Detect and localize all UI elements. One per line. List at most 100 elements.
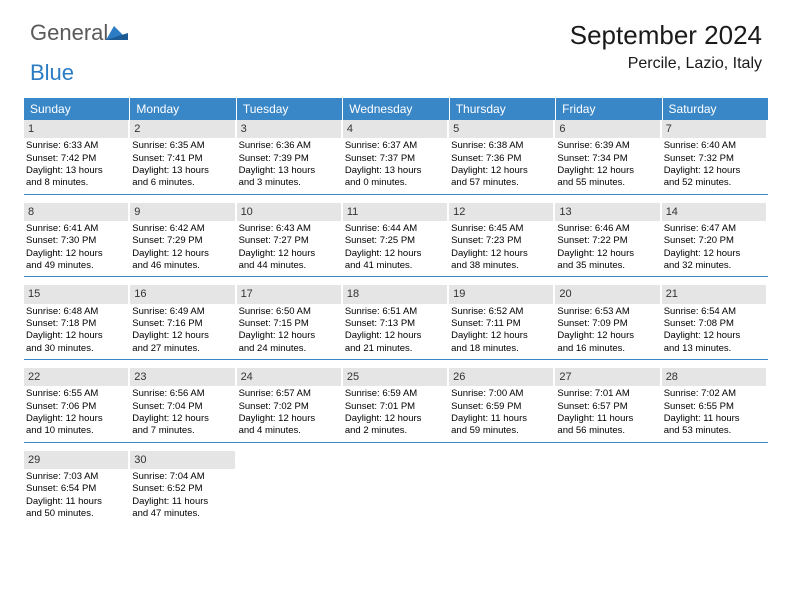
cell-line: Sunset: 7:09 PM [557,318,657,330]
calendar-cell: 22Sunrise: 6:55 AMSunset: 7:06 PMDayligh… [24,368,130,442]
cell-line: Daylight: 12 hours [451,165,551,177]
day-number: 24 [237,368,341,386]
cell-line: and 21 minutes. [345,343,445,355]
cell-line: Sunrise: 7:04 AM [132,471,232,483]
day-number: 12 [449,203,553,221]
day-number: 14 [662,203,766,221]
cell-line: Sunset: 7:08 PM [664,318,764,330]
cell-line: Sunset: 7:39 PM [239,153,339,165]
cell-line: and 3 minutes. [239,177,339,189]
cell-line: Sunrise: 6:33 AM [26,140,126,152]
calendar-cell: 16Sunrise: 6:49 AMSunset: 7:16 PMDayligh… [130,285,236,359]
cell-content: Sunrise: 6:47 AMSunset: 7:20 PMDaylight:… [662,223,766,276]
cell-line: Daylight: 12 hours [557,165,657,177]
calendar-cell [343,451,449,525]
calendar-cell: 23Sunrise: 6:56 AMSunset: 7:04 PMDayligh… [130,368,236,442]
cell-content: Sunrise: 6:38 AMSunset: 7:36 PMDaylight:… [449,140,553,193]
cell-line: Sunset: 7:23 PM [451,235,551,247]
cell-content: Sunrise: 7:02 AMSunset: 6:55 PMDaylight:… [662,388,766,441]
day-number: 2 [130,120,234,138]
cell-line: and 18 minutes. [451,343,551,355]
cell-line: Daylight: 12 hours [26,330,126,342]
cell-content: Sunrise: 6:46 AMSunset: 7:22 PMDaylight:… [555,223,659,276]
day-header-sunday: Sunday [24,98,130,120]
cell-line: Daylight: 12 hours [557,330,657,342]
day-number: 22 [24,368,128,386]
day-number: 13 [555,203,659,221]
cell-line: Daylight: 11 hours [132,496,232,508]
calendar-cell [237,451,343,525]
day-number: 18 [343,285,447,303]
cell-line: and 27 minutes. [132,343,232,355]
logo-triangle-icon [106,20,128,46]
location-text: Percile, Lazio, Italy [570,55,762,73]
cell-line: and 10 minutes. [26,425,126,437]
calendar-cell: 28Sunrise: 7:02 AMSunset: 6:55 PMDayligh… [662,368,768,442]
cell-line: and 7 minutes. [132,425,232,437]
cell-line: Daylight: 12 hours [664,165,764,177]
calendar-cell: 13 Sunrise: 6:46 AMSunset: 7:22 PMDayligh… [555,203,661,277]
cell-line: and 30 minutes. [26,343,126,355]
cell-line: and 24 minutes. [239,343,339,355]
cell-line: Sunrise: 6:43 AM [239,223,339,235]
cell-line: Sunset: 6:52 PM [132,483,232,495]
cell-line: and 6 minutes. [132,177,232,189]
header-right: September 2024 Percile, Lazio, Italy [570,20,762,73]
day-header-monday: Monday [130,98,236,120]
cell-line: Sunset: 7:13 PM [345,318,445,330]
cell-content: Sunrise: 6:39 AMSunset: 7:34 PMDaylight:… [555,140,659,193]
cell-line: and 4 minutes. [239,425,339,437]
cell-line: Sunset: 7:30 PM [26,235,126,247]
cell-content: Sunrise: 6:45 AMSunset: 7:23 PMDaylight:… [449,223,553,276]
cell-line: Sunset: 7:15 PM [239,318,339,330]
cell-line: and 55 minutes. [557,177,657,189]
day-number: 26 [449,368,553,386]
calendar-cell: 4Sunrise: 6:37 AMSunset: 7:37 PMDaylight… [343,120,449,194]
cell-line: Sunrise: 6:40 AM [664,140,764,152]
cell-content: Sunrise: 6:56 AMSunset: 7:04 PMDaylight:… [130,388,234,441]
calendar-cell: 8Sunrise: 6:41 AMSunset: 7:30 PMDaylight… [24,203,130,277]
cell-line: and 53 minutes. [664,425,764,437]
cell-line: Sunrise: 6:39 AM [557,140,657,152]
week-row: 15Sunrise: 6:48 AMSunset: 7:18 PMDayligh… [24,285,768,360]
week-row: 22Sunrise: 6:55 AMSunset: 7:06 PMDayligh… [24,368,768,443]
cell-line: and 35 minutes. [557,260,657,272]
day-number: 6 [555,120,659,138]
cell-content: Sunrise: 6:51 AMSunset: 7:13 PMDaylight:… [343,306,447,359]
cell-line: Sunset: 7:29 PM [132,235,232,247]
calendar-cell: 6 Sunrise: 6:39 AMSunset: 7:34 PMDaylight… [555,120,661,194]
calendar-cell: 7Sunrise: 6:40 AMSunset: 7:32 PMDaylight… [662,120,768,194]
cell-line: Daylight: 12 hours [557,248,657,260]
calendar-cell: 15Sunrise: 6:48 AMSunset: 7:18 PMDayligh… [24,285,130,359]
cell-line: Sunrise: 6:55 AM [26,388,126,400]
cell-content: Sunrise: 6:35 AMSunset: 7:41 PMDaylight:… [130,140,234,193]
cell-line: Daylight: 12 hours [239,248,339,260]
cell-line: Sunset: 7:06 PM [26,401,126,413]
day-number: 15 [24,285,128,303]
day-number: 16 [130,285,234,303]
calendar-cell: 2 Sunrise: 6:35 AMSunset: 7:41 PMDaylight… [130,120,236,194]
cell-line: Daylight: 12 hours [664,248,764,260]
cell-line: Sunset: 6:59 PM [451,401,551,413]
day-number: 27 [555,368,659,386]
cell-line: and 2 minutes. [345,425,445,437]
cell-line: Daylight: 12 hours [451,330,551,342]
day-number: 10 [237,203,341,221]
calendar-cell [662,451,768,525]
calendar-cell: 29Sunrise: 7:03 AMSunset: 6:54 PMDayligh… [24,451,130,525]
cell-line: Sunrise: 6:41 AM [26,223,126,235]
cell-content: Sunrise: 7:01 AMSunset: 6:57 PMDaylight:… [555,388,659,441]
cell-line: and 59 minutes. [451,425,551,437]
calendar-cell: 27 Sunrise: 7:01 AMSunset: 6:57 PMDayligh… [555,368,661,442]
cell-line: Sunset: 7:36 PM [451,153,551,165]
cell-line: and 46 minutes. [132,260,232,272]
cell-line: Sunrise: 6:42 AM [132,223,232,235]
day-number: 4 [343,120,447,138]
calendar-cell [449,451,555,525]
cell-content: Sunrise: 6:50 AMSunset: 7:15 PMDaylight:… [237,306,341,359]
day-number: 9 [130,203,234,221]
cell-content: Sunrise: 6:40 AMSunset: 7:32 PMDaylight:… [662,140,766,193]
day-number: 8 [24,203,128,221]
calendar-cell: 17Sunrise: 6:50 AMSunset: 7:15 PMDayligh… [237,285,343,359]
calendar-cell: 18 Sunrise: 6:51 AMSunset: 7:13 PMDayligh… [343,285,449,359]
